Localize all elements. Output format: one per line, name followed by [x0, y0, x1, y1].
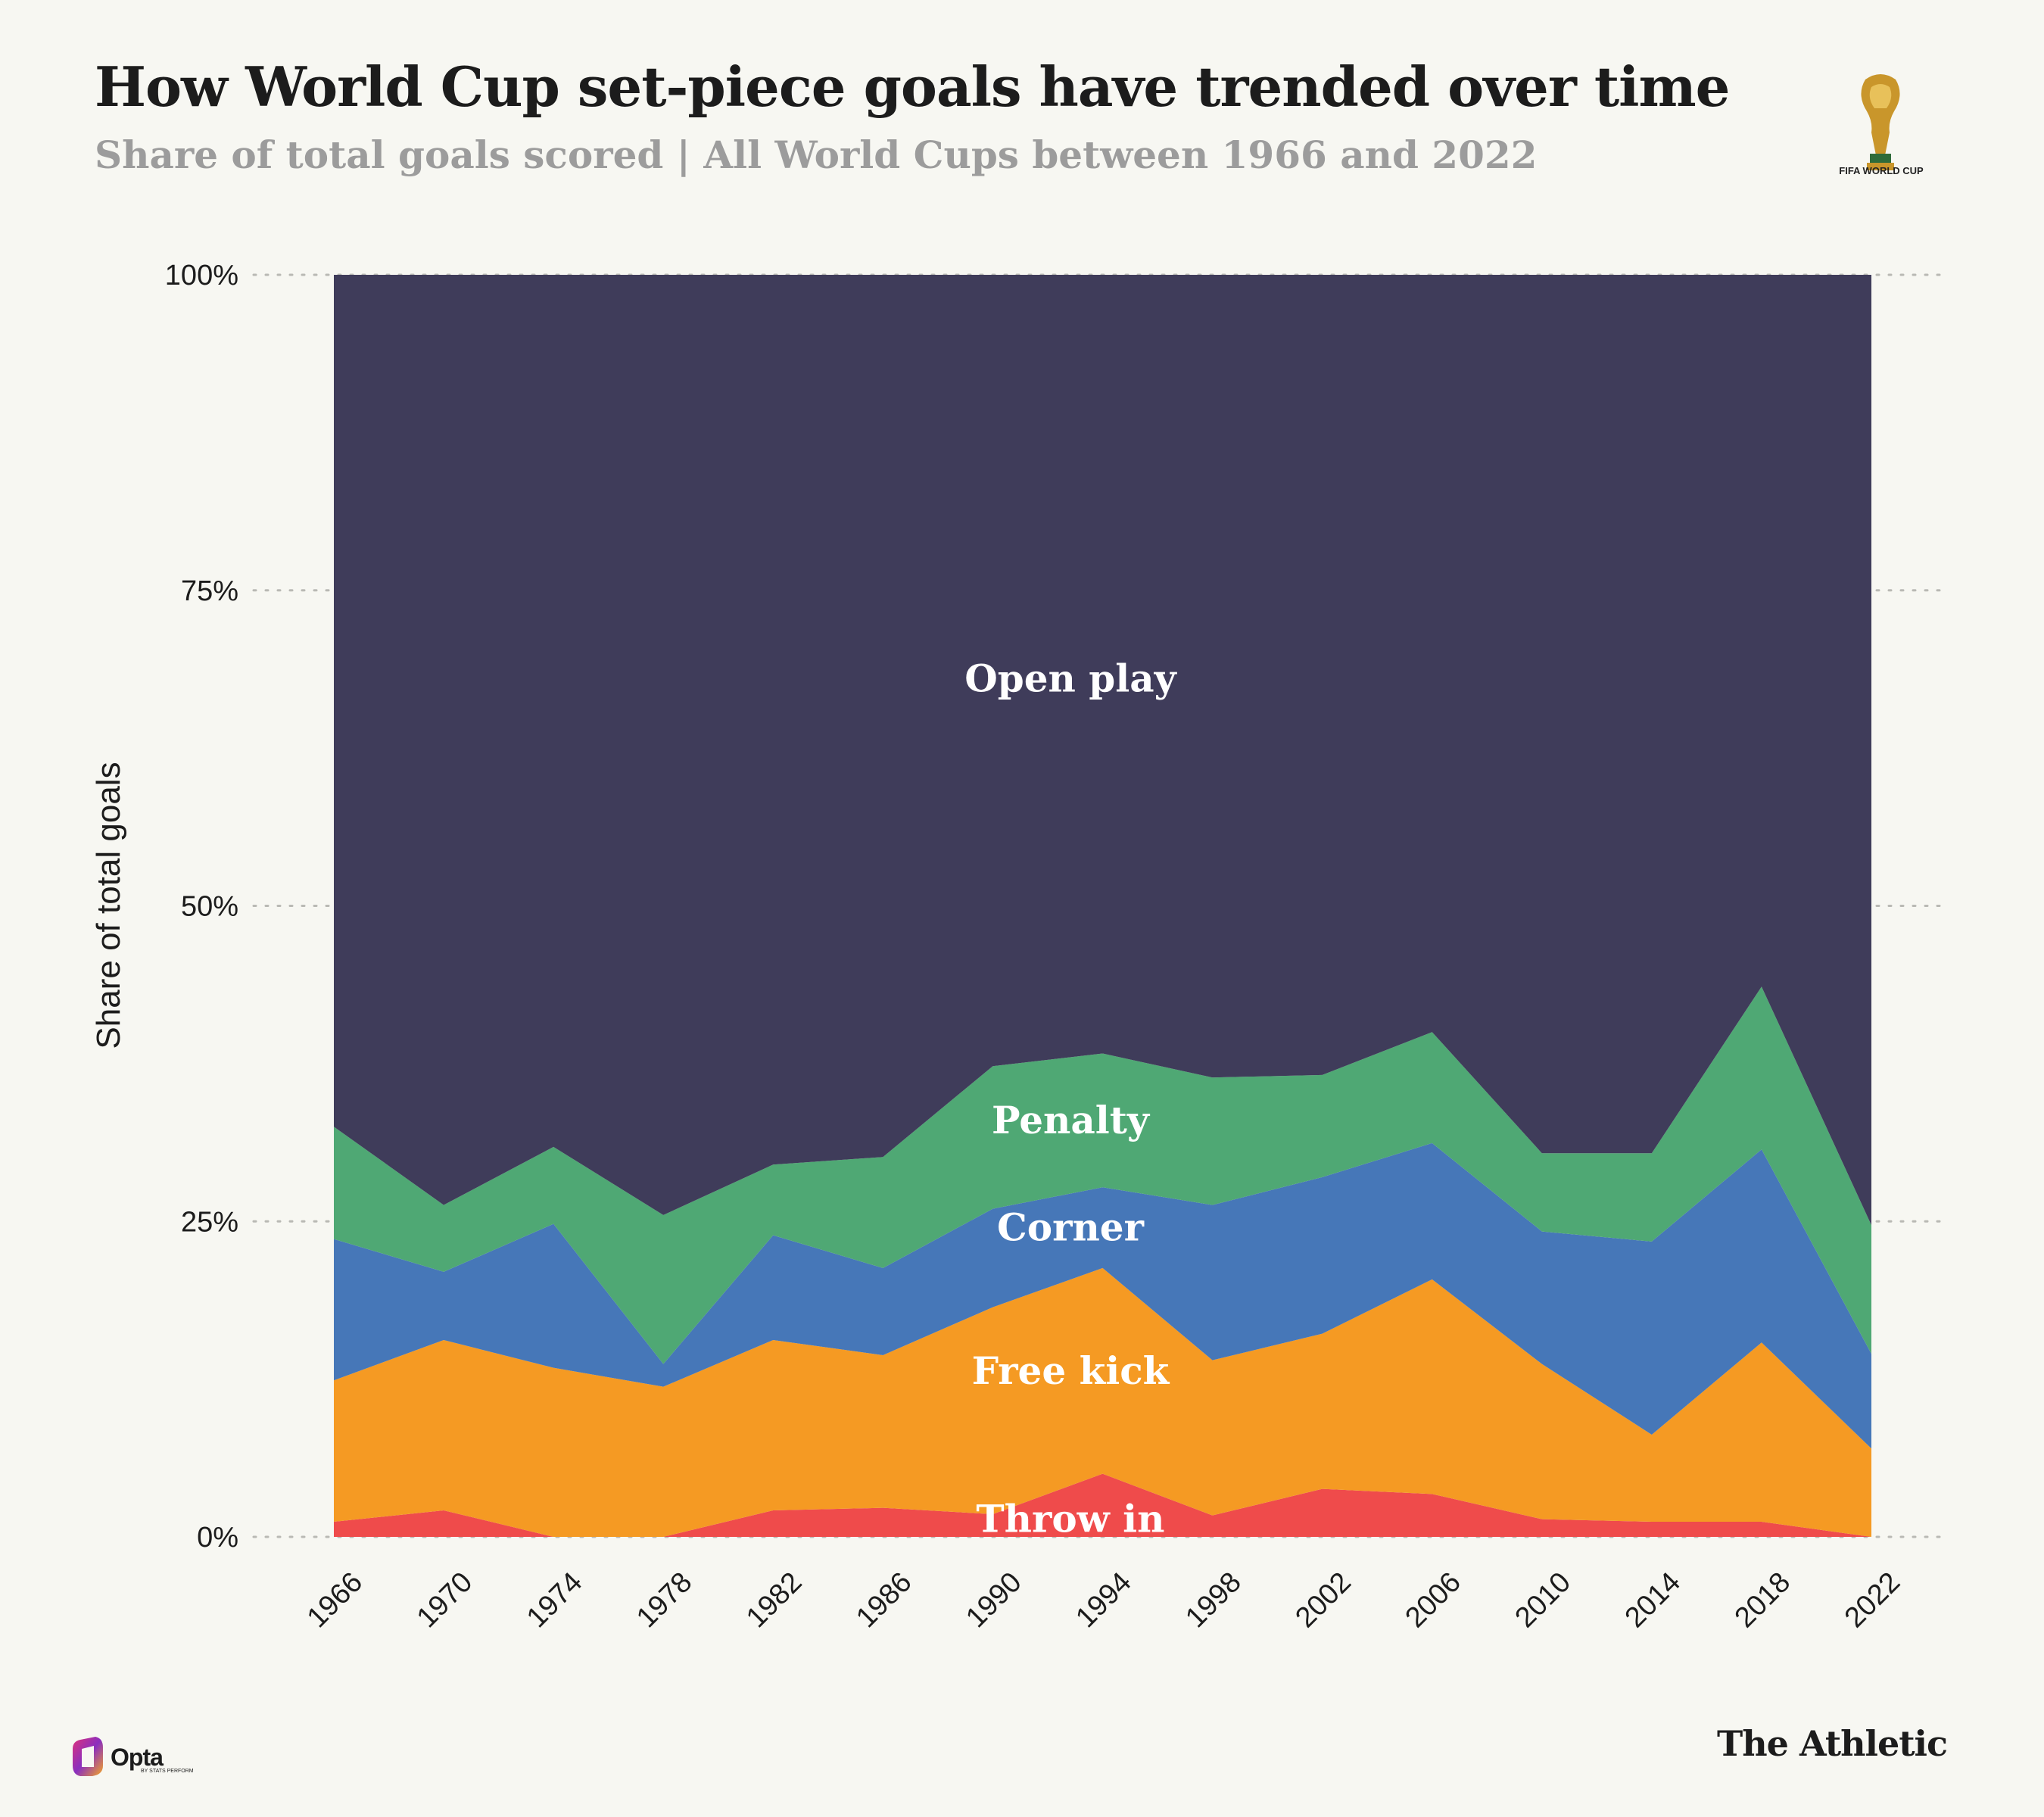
x-tick-label: 1974: [521, 1566, 588, 1634]
y-axis-label: Share of total goals: [90, 762, 127, 1049]
x-tick-label: 1978: [631, 1566, 698, 1634]
x-tick-label: 1990: [960, 1566, 1027, 1634]
area-penalty: [334, 986, 1871, 1364]
chart-subtitle: Share of total goals scored | All World …: [95, 132, 1538, 177]
area-throw-in: [334, 1473, 1871, 1537]
x-tick-label: 1986: [850, 1566, 918, 1634]
x-tick-label: 1966: [301, 1566, 369, 1634]
trophy-logo-label: FIFA WORLD CUP: [1839, 165, 1924, 176]
x-tick-label: 1970: [411, 1566, 478, 1634]
x-tick-label: 2002: [1289, 1566, 1357, 1634]
world-cup-trophy-icon: [1861, 74, 1900, 170]
x-tick-label: 1982: [740, 1566, 808, 1634]
chart-title: How World Cup set-piece goals have trend…: [95, 55, 1730, 119]
source-logo-text: Opta: [111, 1744, 164, 1771]
x-tick-label: 1994: [1070, 1566, 1137, 1634]
area-free-kick: [334, 1267, 1871, 1537]
y-tick-label: 50%: [181, 891, 238, 923]
y-tick-label: 0%: [197, 1522, 238, 1554]
x-tick-label: 2022: [1839, 1566, 1906, 1634]
series-label-corner: Corner: [997, 1205, 1145, 1250]
area-series: [334, 275, 1871, 1537]
publisher-logo: The Athletic: [1716, 1723, 1948, 1764]
y-tick-label: 75%: [181, 575, 238, 607]
area-open-play: [334, 275, 1871, 1226]
y-tick-label: 100%: [165, 260, 238, 291]
x-tick-label: 1998: [1179, 1566, 1247, 1634]
x-tick-label: 2010: [1510, 1566, 1577, 1634]
area-corner: [334, 1142, 1871, 1449]
series-label-open-play: Open play: [964, 656, 1177, 700]
series-label-throw-in: Throw in: [976, 1497, 1164, 1541]
x-axis-ticks: 1966 1970 1974 1978 1982 1986 1990 1994 1998 2002…: [301, 1566, 1906, 1634]
x-tick-label: 2018: [1729, 1566, 1796, 1634]
source-logo-subtext: BY STATS PERFORM: [141, 1769, 194, 1774]
y-axis-ticks: 0% 25% 50% 75% 100%: [165, 260, 238, 1554]
y-tick-label: 25%: [181, 1206, 238, 1238]
opta-logo-icon: [73, 1737, 103, 1776]
series-label-free-kick: Free kick: [972, 1348, 1170, 1393]
x-tick-label: 2006: [1399, 1566, 1466, 1634]
x-tick-label: 2014: [1619, 1566, 1687, 1634]
series-labels: Throw in Free kick Corner Penalty Open play: [964, 656, 1177, 1541]
series-label-penalty: Penalty: [992, 1098, 1151, 1142]
